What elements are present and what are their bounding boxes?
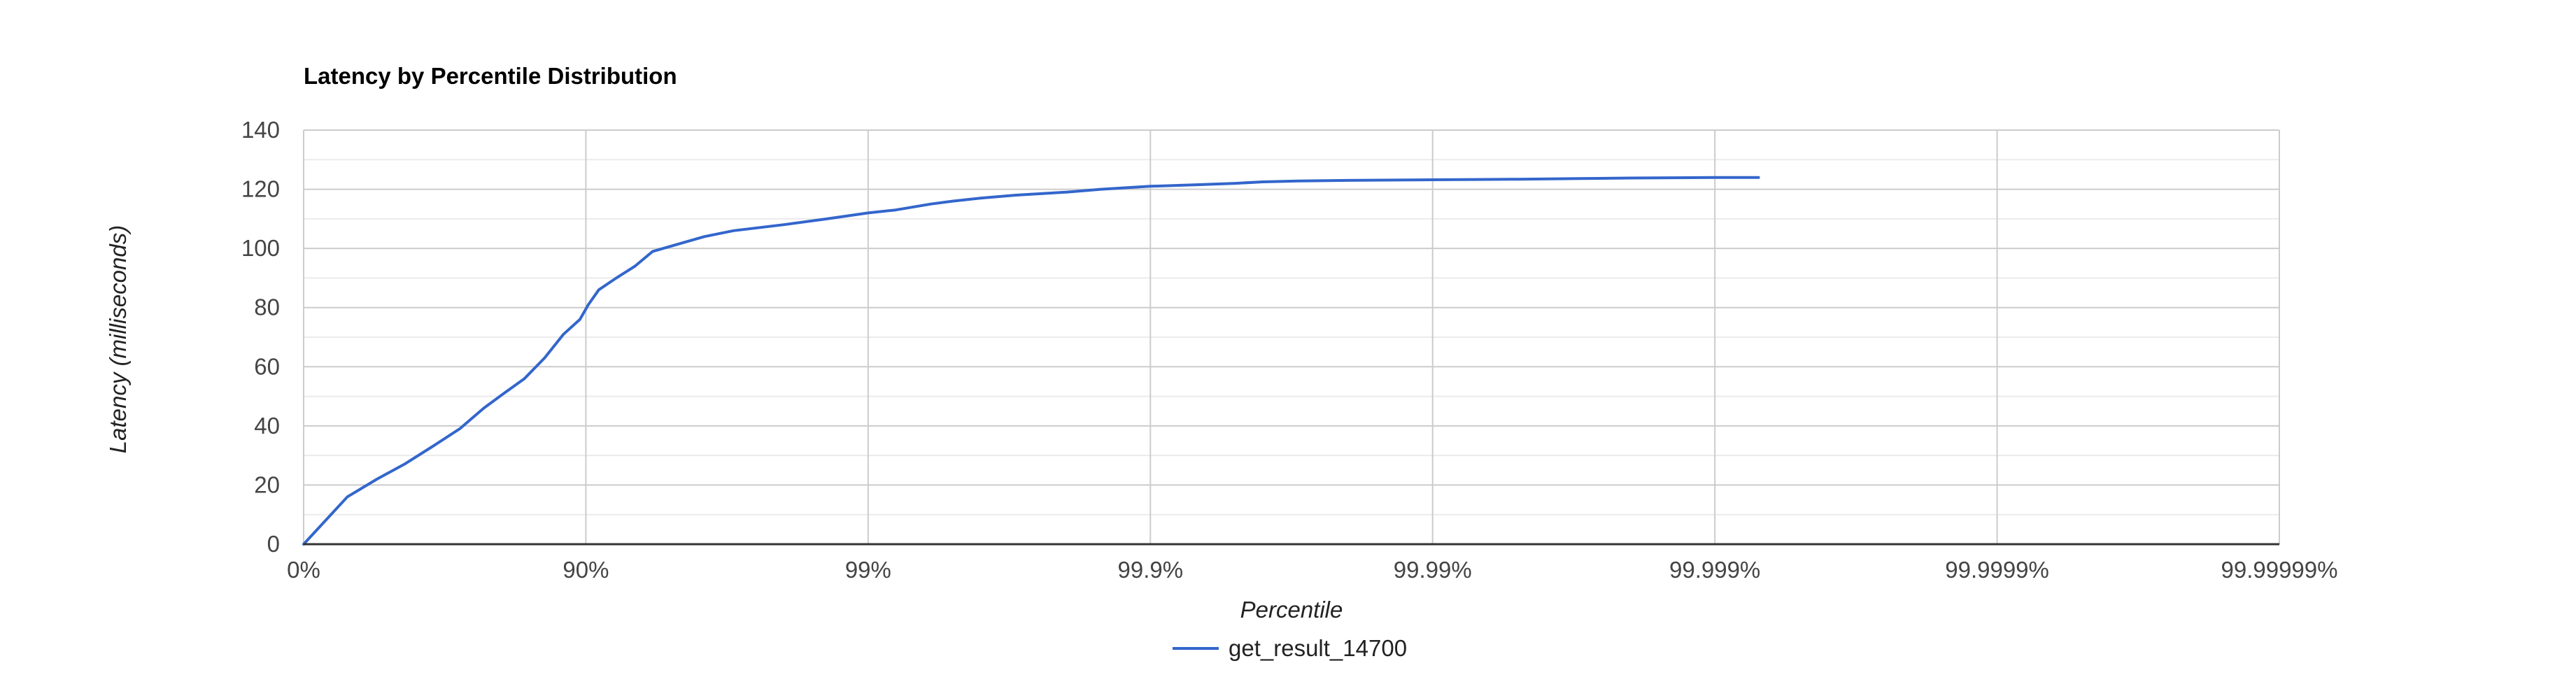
x-axis-ticks: 0% 90% 99% 99.9% 99.99% 99.999% 99.9999% 99.999… (287, 557, 2337, 583)
x-tick-label: 90% (562, 557, 609, 583)
chart-title: Latency by Percentile Distribution (304, 63, 677, 89)
series-line-get-result-14700[interactable] (302, 176, 1760, 546)
x-tick-label: 99.99% (1394, 557, 1472, 583)
x-axis-label: Percentile (1240, 597, 1343, 623)
series-lines (302, 176, 1760, 546)
y-tick-label: 40 (254, 413, 280, 439)
y-tick-label: 120 (241, 176, 280, 202)
y-axis-label: Latency (milliseconds) (105, 225, 131, 453)
y-tick-label: 60 (254, 353, 280, 379)
x-tick-label: 99.9% (1117, 557, 1183, 583)
x-tick-label: 99% (845, 557, 891, 583)
x-tick-label: 99.99999% (2221, 557, 2338, 583)
y-tick-label: 80 (254, 294, 280, 320)
y-tick-label: 20 (254, 471, 280, 497)
legend[interactable]: get_result_14700 (1173, 635, 1407, 661)
minor-gridlines (304, 159, 2279, 516)
y-tick-label: 100 (241, 235, 280, 261)
x-tick-label: 99.999% (1669, 557, 1760, 583)
y-axis-ticks: 0 20 40 60 80 100 120 140 (241, 117, 280, 557)
x-tick-label: 0% (287, 557, 320, 583)
major-gridlines (303, 129, 2280, 544)
y-tick-label: 0 (267, 531, 280, 557)
legend-label-get-result-14700: get_result_14700 (1229, 635, 1407, 661)
x-tick-label: 99.9999% (1945, 557, 2049, 583)
y-tick-label: 140 (241, 117, 280, 143)
